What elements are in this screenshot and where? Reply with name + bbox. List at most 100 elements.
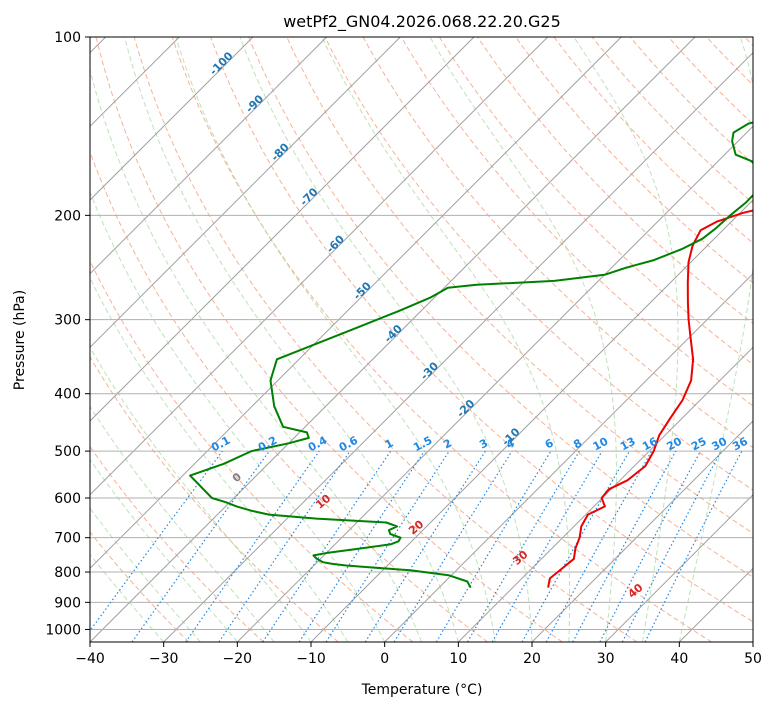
dry-adiabat-line bbox=[171, 37, 712, 642]
y-tick-label: 200 bbox=[54, 208, 81, 224]
x-axis-label: Temperature (°C) bbox=[361, 682, 483, 698]
isotherm-line bbox=[90, 37, 622, 570]
moist-adiabat-line bbox=[573, 37, 679, 642]
isotherm-line bbox=[90, 37, 328, 275]
y-tick-label: 100 bbox=[54, 30, 81, 46]
moist-adiabat-line bbox=[90, 277, 349, 642]
dry-adiabat-line bbox=[90, 531, 190, 642]
mixing-ratio-label: 13 bbox=[618, 435, 638, 454]
mixing-ratio-label: 2 bbox=[441, 436, 454, 451]
mixing-ratio-label: 10 bbox=[591, 435, 611, 454]
moist-adiabat-line bbox=[90, 190, 386, 642]
isotherm-label: -100 bbox=[207, 49, 236, 78]
isotherm-line bbox=[752, 641, 753, 642]
y-tick-label: 500 bbox=[54, 444, 81, 460]
y-tick-label: 700 bbox=[54, 531, 81, 547]
isotherm-line bbox=[90, 37, 549, 496]
y-tick-label: 800 bbox=[54, 565, 81, 581]
x-tick-label: −10 bbox=[296, 651, 326, 667]
isotherm-label: -80 bbox=[269, 140, 292, 163]
dry-adiabat-line bbox=[438, 37, 753, 366]
isotherm-line bbox=[236, 125, 753, 642]
mixing-ratio-label: 30 bbox=[710, 435, 730, 454]
mixing-ratio-line bbox=[545, 450, 653, 642]
y-tick-label: 300 bbox=[54, 313, 81, 329]
x-tick-label: 0 bbox=[380, 651, 389, 667]
isotherm-line bbox=[384, 272, 753, 642]
dry-adiabat-line bbox=[210, 37, 753, 623]
isotherm-line bbox=[90, 37, 254, 201]
dry-adiabat-line bbox=[90, 150, 488, 642]
moist-adiabat-line bbox=[175, 37, 496, 642]
mixing-ratio-label: 25 bbox=[689, 435, 709, 454]
isotherm-line bbox=[678, 567, 753, 642]
dry-adiabat-line bbox=[591, 37, 753, 204]
chart-title: wetPf2_GN04.2026.068.22.20.G25 bbox=[283, 12, 561, 32]
isotherm-label: -90 bbox=[243, 92, 266, 115]
dry-adiabat-line bbox=[248, 37, 753, 578]
temperature-profile-line bbox=[547, 209, 753, 588]
mixing-ratio-line bbox=[572, 450, 677, 642]
x-tick-label: 30 bbox=[597, 651, 615, 667]
mixing-ratio-line bbox=[393, 450, 513, 642]
isotherm-line bbox=[163, 51, 753, 642]
x-tick-label: 10 bbox=[449, 651, 467, 667]
mixing-ratio-label: 20 bbox=[664, 435, 684, 454]
x-tick-label: −20 bbox=[223, 651, 253, 667]
axes: −40 −30 −20 −10 0 10 20 30 40 50 100 200 300 400 500 60… bbox=[45, 30, 762, 667]
y-tick-label: 1000 bbox=[45, 622, 81, 638]
dry-adiabat-line bbox=[90, 259, 414, 642]
moist-adiabat-line bbox=[90, 458, 238, 642]
line-labels: 0.1 0.2 0.4 0.6 1 1.5 2 3 4 6 8 10 13 16 20 25 30 36-100-… bbox=[207, 49, 750, 601]
moist-adiabat-line bbox=[429, 37, 617, 642]
mixing-ratio-line bbox=[325, 450, 450, 642]
isotherm-label: -40 bbox=[382, 322, 405, 345]
dewpoint-profile-line bbox=[189, 121, 753, 589]
isotherm-line bbox=[90, 37, 475, 422]
dry-adiabat-line bbox=[400, 37, 753, 407]
x-tick-label: 50 bbox=[744, 651, 762, 667]
isotherm-line bbox=[531, 420, 753, 642]
moist-adiabat-line bbox=[90, 346, 312, 642]
y-tick-label: 400 bbox=[54, 387, 81, 403]
x-tick-label: −40 bbox=[75, 651, 105, 667]
moist-adiabat-line bbox=[90, 507, 201, 642]
moist-adiabat-line bbox=[321, 37, 571, 642]
isotherm-label: -60 bbox=[324, 232, 347, 255]
x-tick-label: 40 bbox=[670, 651, 688, 667]
dry-adiabat-line bbox=[744, 37, 753, 47]
isotherm-line bbox=[90, 37, 696, 642]
mixing-ratio-line bbox=[131, 450, 270, 642]
mixing-ratio-line bbox=[466, 450, 580, 642]
mixing-ratio-label: 1 bbox=[383, 436, 396, 451]
dry-adiabat-line bbox=[90, 445, 264, 642]
dry-adiabat-line bbox=[90, 356, 339, 642]
y-tick-label: 600 bbox=[54, 491, 81, 507]
y-axis-label: Pressure (hPa) bbox=[12, 290, 28, 390]
mixing-ratio-label: 16 bbox=[640, 435, 660, 454]
y-tick-label: 900 bbox=[54, 595, 81, 611]
dry-adiabat-line bbox=[668, 37, 753, 125]
dry-adiabat-label: 40 bbox=[625, 581, 645, 601]
mixing-ratio-line bbox=[90, 450, 223, 632]
moist-adiabat-line bbox=[90, 405, 275, 642]
moist-adiabat-line bbox=[239, 37, 533, 642]
mixing-ratio-line bbox=[621, 450, 722, 642]
dry-adiabat-label: 20 bbox=[406, 517, 426, 537]
mixing-ratio-label: 6 bbox=[543, 436, 556, 451]
isotherm-label: -70 bbox=[297, 185, 320, 208]
mixing-ratio-line bbox=[185, 450, 320, 642]
isotherm-label: -50 bbox=[351, 279, 374, 302]
mixing-ratio-line bbox=[644, 450, 743, 642]
dry-adiabat-line bbox=[95, 37, 563, 642]
dry-adiabat-line bbox=[133, 37, 638, 642]
isotherm-line bbox=[310, 199, 753, 642]
isotherm-line bbox=[457, 346, 753, 642]
mixing-ratio-line bbox=[218, 450, 351, 642]
mixing-ratio-label: 36 bbox=[730, 435, 750, 454]
x-tick-label: 20 bbox=[523, 651, 541, 667]
x-tick-label: −30 bbox=[149, 651, 179, 667]
moist-adiabat-line bbox=[678, 37, 753, 642]
moist-adiabat-line bbox=[90, 67, 422, 642]
